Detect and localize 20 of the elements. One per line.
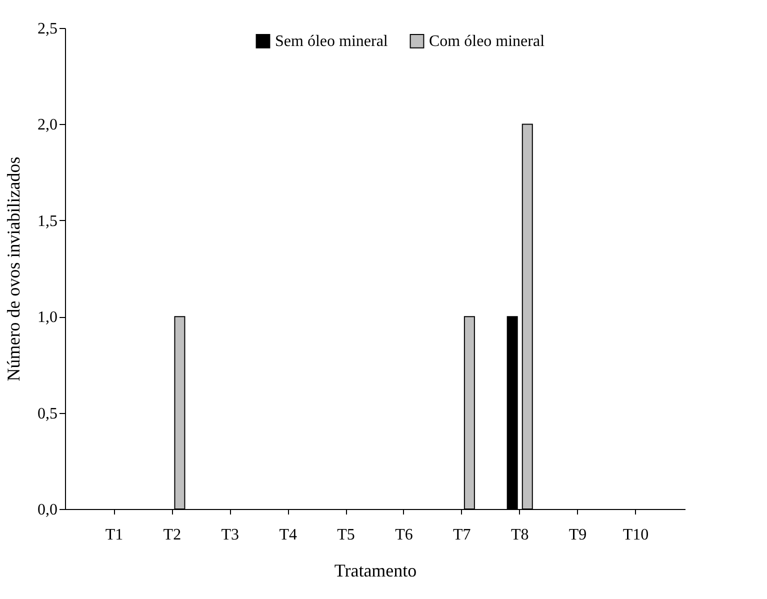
y-tick-label: 2,5 [38,20,58,38]
x-tick-label: T5 [337,526,355,544]
legend-label: Com óleo mineral [429,33,546,50]
legend-label: Sem óleo mineral [275,33,388,50]
x-tick-label: T3 [221,526,240,544]
x-tick-label: T7 [453,526,471,544]
x-tick-label: T10 [622,526,649,544]
x-axis-title: Tratamento [334,560,417,580]
y-tick-label: 1,0 [38,309,58,326]
x-tick-label: T1 [105,526,124,544]
y-tick-label: 1,5 [38,212,58,230]
y-axis-title: Número de ovos inviabilizados [4,156,24,382]
x-tick-label: T9 [568,526,587,544]
y-tick-label: 0,0 [38,502,58,518]
x-tick-label: T8 [510,526,529,544]
y-tick-label: 2,0 [38,116,58,134]
x-tick-label: T4 [279,526,297,544]
x-tick-label: T2 [163,526,182,544]
y-tick-label: 0,5 [38,405,58,422]
x-tick-label: T6 [395,526,413,544]
